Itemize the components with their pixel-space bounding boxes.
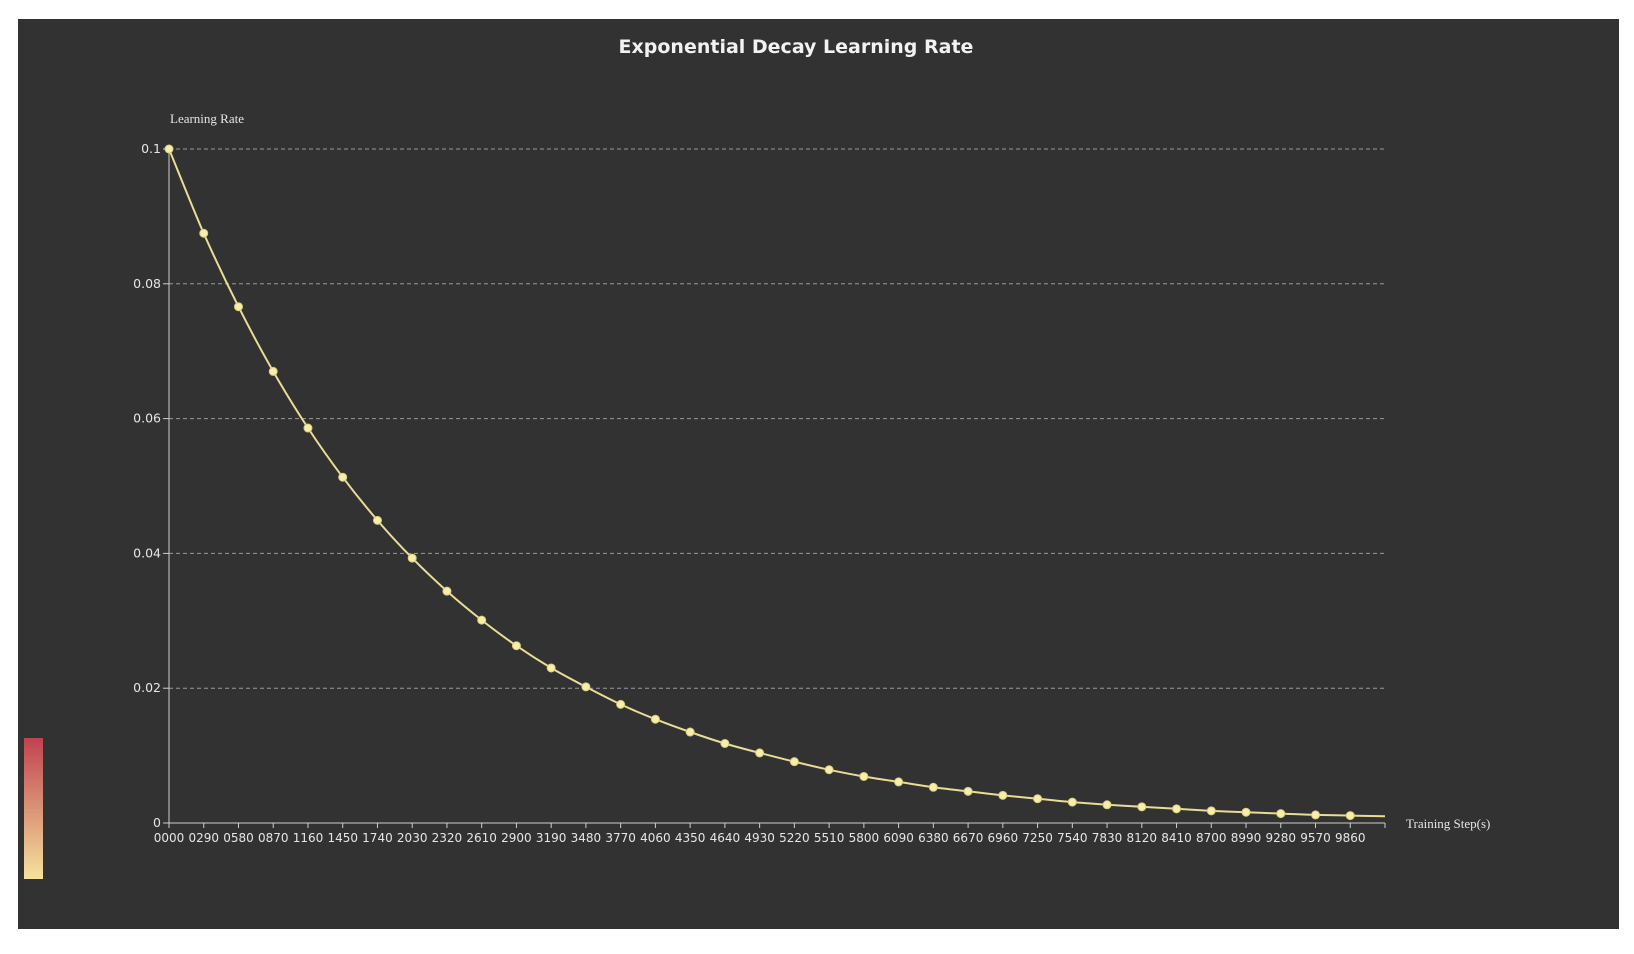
data-point[interactable] [338,472,348,482]
data-point[interactable] [789,757,799,767]
data-point[interactable] [720,738,730,748]
grid-lines [163,148,1385,824]
data-point[interactable] [164,144,174,154]
x-tick-label: 4930 [744,831,775,845]
x-tick-label: 8990 [1231,831,1262,845]
x-tick-label: 0580 [223,831,254,845]
chart-svg: Exponential Decay Learning Rate Learning… [24,36,1490,879]
data-point[interactable] [372,515,382,525]
data-point[interactable] [1276,809,1286,819]
chart-panel: Exponential Decay Learning Rate Learning… [18,19,1619,929]
x-tick-label: 7830 [1092,831,1123,845]
y-tick-label: 0 [153,815,161,830]
axes [168,149,1385,824]
y-tick-label: 0.1 [141,141,161,156]
data-point[interactable] [894,777,904,787]
data-point[interactable] [1241,807,1251,817]
x-tick-labels: 0000 0290 0580 0870 1160 1450 1740 2030 2320 2610… [154,823,1386,845]
data-point[interactable] [546,663,556,673]
x-tick-label: 4350 [675,831,706,845]
data-point[interactable] [685,727,695,737]
x-tick-label: 5510 [814,831,845,845]
data-point[interactable] [303,423,313,433]
data-point[interactable] [1102,800,1112,810]
x-tick-label: 8410 [1161,831,1192,845]
x-tick-label: 0870 [258,831,289,845]
data-point[interactable] [442,586,452,596]
data-point[interactable] [268,366,278,376]
data-point[interactable] [199,228,209,238]
x-tick-label: 8700 [1196,831,1227,845]
data-point[interactable] [616,699,626,709]
data-point[interactable] [824,765,834,775]
data-point[interactable] [963,786,973,796]
series-line [168,148,1386,818]
x-tick-label: 7250 [1022,831,1053,845]
x-tick-label: 7540 [1057,831,1088,845]
y-tick-labels: 0 0.02 0.04 0.06 0.08 0.1 [133,141,161,830]
x-tick-label: 2610 [466,831,497,845]
data-point[interactable] [755,748,765,758]
visual-map-bar[interactable] [24,738,43,879]
data-point[interactable] [1311,810,1321,820]
x-tick-label: 4640 [710,831,741,845]
x-tick-label: 1740 [362,831,393,845]
x-tick-label: 8120 [1127,831,1158,845]
y-tick-label: 0.08 [133,276,161,291]
data-point[interactable] [477,615,487,625]
y-tick-label: 0.04 [133,545,161,560]
data-point[interactable] [1345,811,1355,821]
y-tick-label: 0.06 [133,411,161,426]
x-tick-label: 9860 [1335,831,1366,845]
data-point[interactable] [1206,806,1216,816]
data-point[interactable] [511,641,521,651]
x-tick-label: 0000 [154,831,185,845]
x-tick-label: 6960 [988,831,1019,845]
x-tick-label: 9280 [1265,831,1296,845]
data-point[interactable] [1137,802,1147,812]
x-tick-label: 2900 [501,831,532,845]
x-tick-label: 2320 [432,831,463,845]
x-tick-label: 2030 [397,831,428,845]
x-tick-label: 0290 [188,831,219,845]
data-point[interactable] [859,771,869,781]
data-point[interactable] [998,790,1008,800]
series-layer [164,144,1386,821]
data-point[interactable] [233,302,243,312]
data-point[interactable] [1172,804,1182,814]
data-point[interactable] [1033,794,1043,804]
data-point[interactable] [581,682,591,692]
data-point[interactable] [928,782,938,792]
x-tick-label: 5800 [849,831,880,845]
x-axis-label: Training Step(s) [1406,816,1490,831]
data-point[interactable] [1067,797,1077,807]
data-point[interactable] [407,553,417,563]
chart-title: Exponential Decay Learning Rate [619,36,974,58]
y-tick-label: 0.02 [133,680,161,695]
x-tick-label: 3480 [571,831,602,845]
x-tick-label: 6090 [883,831,914,845]
x-tick-label: 1450 [327,831,358,845]
data-point[interactable] [650,714,660,724]
x-tick-label: 3770 [605,831,636,845]
x-tick-label: 9570 [1300,831,1331,845]
y-axis-label: Learning Rate [170,111,244,126]
x-tick-label: 3190 [536,831,567,845]
x-tick-label: 4060 [640,831,671,845]
x-tick-label: 6380 [918,831,949,845]
x-tick-label: 6670 [953,831,984,845]
x-tick-label: 5220 [779,831,810,845]
x-tick-label: 1160 [293,831,324,845]
